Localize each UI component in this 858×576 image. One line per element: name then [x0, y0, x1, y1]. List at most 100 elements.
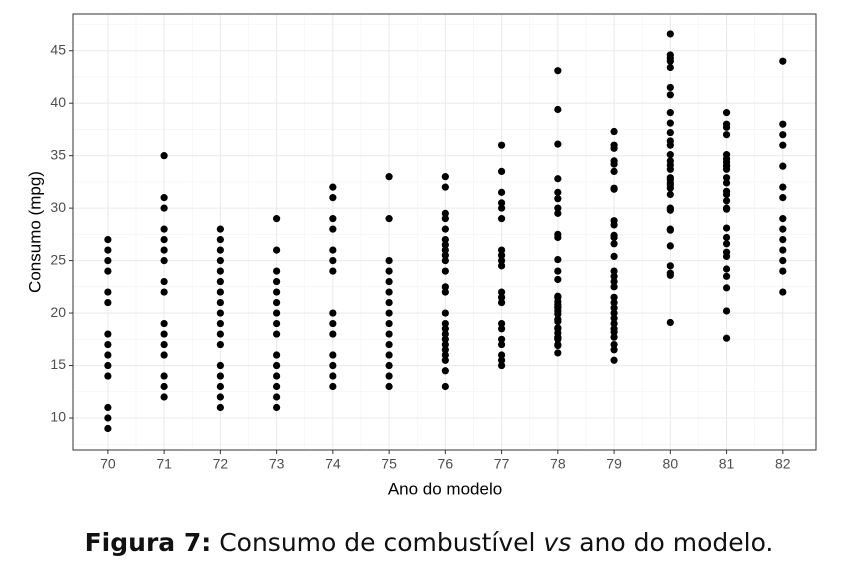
y-axis-label: Consumo (mpg)	[25, 171, 44, 293]
y-tick-label: 25	[50, 251, 66, 267]
point	[610, 314, 618, 322]
point	[104, 236, 112, 244]
point	[497, 356, 506, 364]
point	[441, 356, 449, 364]
point	[779, 57, 787, 65]
point	[497, 204, 506, 212]
point	[554, 233, 562, 242]
point	[273, 298, 281, 307]
point	[385, 215, 393, 223]
point	[554, 67, 562, 75]
point	[441, 340, 449, 349]
point	[554, 255, 562, 264]
point	[722, 190, 731, 199]
point	[216, 330, 224, 338]
point	[329, 215, 337, 223]
point	[104, 298, 112, 307]
point	[779, 194, 787, 202]
point	[160, 204, 168, 212]
point	[554, 310, 562, 318]
point	[273, 372, 281, 380]
point	[554, 349, 562, 357]
point	[273, 319, 281, 328]
point	[216, 403, 224, 412]
caption-text: ano do modelo.	[579, 528, 774, 557]
point	[385, 256, 393, 265]
y-tick-label: 15	[50, 356, 66, 372]
point	[273, 246, 281, 254]
point	[722, 179, 731, 187]
point	[722, 174, 731, 182]
point	[385, 351, 393, 359]
chart: Ano do modelo Consumo (mpg) 10 15 20 25 30 35…	[25, 13, 817, 498]
point	[610, 346, 618, 354]
point	[104, 267, 112, 275]
point	[441, 209, 449, 217]
point	[779, 225, 787, 233]
point	[497, 256, 506, 265]
point	[385, 267, 393, 275]
point	[441, 251, 449, 259]
point	[610, 233, 618, 242]
point	[779, 236, 787, 244]
point	[160, 382, 168, 391]
point	[497, 340, 506, 349]
caption-text: Consumo de combustível	[219, 528, 536, 557]
point	[497, 199, 506, 207]
point	[160, 330, 168, 338]
point	[160, 225, 168, 233]
point	[329, 194, 337, 202]
point	[216, 309, 224, 317]
x-tick-label: 72	[213, 456, 229, 472]
point	[441, 309, 449, 317]
point	[779, 183, 787, 191]
y-tick-label: 30	[50, 199, 66, 215]
point	[497, 361, 506, 370]
point	[329, 361, 337, 370]
point	[666, 184, 674, 192]
point	[779, 267, 787, 275]
point	[554, 335, 562, 343]
point	[104, 414, 112, 422]
x-axis-label: Ano do modelo	[388, 479, 502, 498]
point	[497, 325, 506, 333]
point	[441, 319, 449, 328]
point	[160, 288, 168, 296]
point	[216, 225, 224, 233]
point	[497, 351, 506, 359]
point	[666, 190, 674, 199]
point	[779, 120, 787, 128]
point	[273, 267, 281, 275]
point	[216, 298, 224, 307]
point	[610, 167, 618, 176]
point	[779, 162, 787, 170]
point	[273, 382, 281, 391]
point	[610, 277, 618, 286]
point	[779, 246, 787, 254]
point	[385, 309, 393, 317]
point	[610, 185, 618, 193]
point	[497, 262, 506, 270]
point	[610, 333, 618, 341]
point	[160, 277, 168, 286]
point	[329, 267, 337, 275]
point	[666, 226, 674, 234]
point	[273, 277, 281, 286]
point	[666, 63, 674, 72]
point	[441, 346, 449, 354]
point	[160, 246, 168, 254]
x-tick-label: 77	[494, 456, 510, 472]
point	[160, 152, 168, 160]
x-tick-label: 73	[269, 456, 285, 472]
point	[666, 30, 674, 38]
point	[273, 393, 281, 401]
point	[160, 236, 168, 244]
point	[722, 252, 731, 260]
point	[779, 288, 787, 296]
point	[160, 340, 168, 349]
point	[329, 309, 337, 317]
point	[385, 330, 393, 338]
point	[273, 330, 281, 338]
point	[441, 241, 449, 249]
point	[104, 256, 112, 265]
